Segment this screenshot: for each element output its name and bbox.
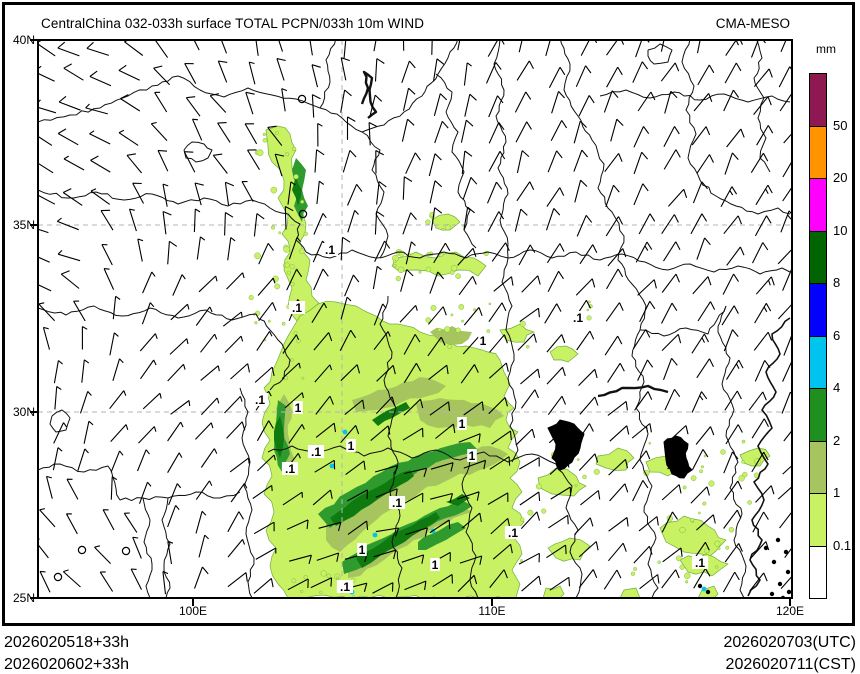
svg-text:.1: .1 <box>340 580 350 594</box>
svg-text:1: 1 <box>480 334 487 348</box>
init-time-utc: 2026020518+33h <box>4 634 130 651</box>
colorbar-label: 2 <box>833 432 841 448</box>
colorbar-label: 4 <box>833 380 841 395</box>
svg-text:1: 1 <box>348 439 355 453</box>
colorbar-label: 10 <box>833 222 848 238</box>
svg-text:.1: .1 <box>392 496 402 510</box>
lon-label: 100E <box>178 604 208 618</box>
valid-time-utc: 2026020703(UTC) <box>723 634 856 651</box>
svg-text:1: 1 <box>295 401 302 415</box>
svg-text:.1: .1 <box>508 526 518 540</box>
colorbar-label: 50 <box>833 117 848 133</box>
svg-text:.1: .1 <box>255 393 265 407</box>
lon-label: 120E <box>775 604 805 618</box>
colorbar-label: 0.1 <box>833 537 852 553</box>
lon-label: 110E <box>478 604 506 618</box>
lat-label: 35N <box>12 218 35 232</box>
svg-text:1: 1 <box>359 543 366 557</box>
svg-text:1: 1 <box>432 558 439 572</box>
chart-title: CentralChina 032-033h surface TOTAL PCPN… <box>41 16 425 31</box>
lat-label: 30N <box>12 405 35 419</box>
svg-text:1: 1 <box>469 449 476 463</box>
colorbar-segment <box>809 493 827 547</box>
colorbar-label: 1 <box>833 485 841 500</box>
lat-label: 40N <box>12 33 35 47</box>
colorbar-label: 8 <box>833 275 841 290</box>
svg-text:.1: .1 <box>695 556 705 570</box>
colorbar-segment <box>809 335 827 389</box>
lat-label: 25N <box>12 591 35 605</box>
colorbar-segment <box>809 73 827 127</box>
colorbar-segment <box>809 283 827 337</box>
valid-time-cst: 2026020711(CST) <box>725 656 856 673</box>
init-time-cst: 2026020602+33h <box>4 656 130 673</box>
colorbar-label: 20 <box>833 170 848 185</box>
svg-text:.1: .1 <box>285 462 295 476</box>
svg-text:1: 1 <box>459 417 466 431</box>
colorbar-segment <box>809 545 827 599</box>
colorbar-unit: mm <box>816 42 836 56</box>
svg-text:.1: .1 <box>311 445 321 459</box>
colorbar-segment <box>809 440 827 494</box>
plot-border <box>2 2 855 626</box>
colorbar-segment <box>809 178 827 232</box>
colorbar-segment <box>809 230 827 284</box>
svg-text:.1: .1 <box>573 311 583 325</box>
model-name: CMA-MESO <box>715 16 790 31</box>
colorbar-segment <box>809 125 827 179</box>
svg-text:.1: .1 <box>325 243 335 257</box>
colorbar-label: 6 <box>833 327 841 343</box>
svg-text:.1: .1 <box>292 301 302 315</box>
colorbar-segment <box>809 388 827 442</box>
